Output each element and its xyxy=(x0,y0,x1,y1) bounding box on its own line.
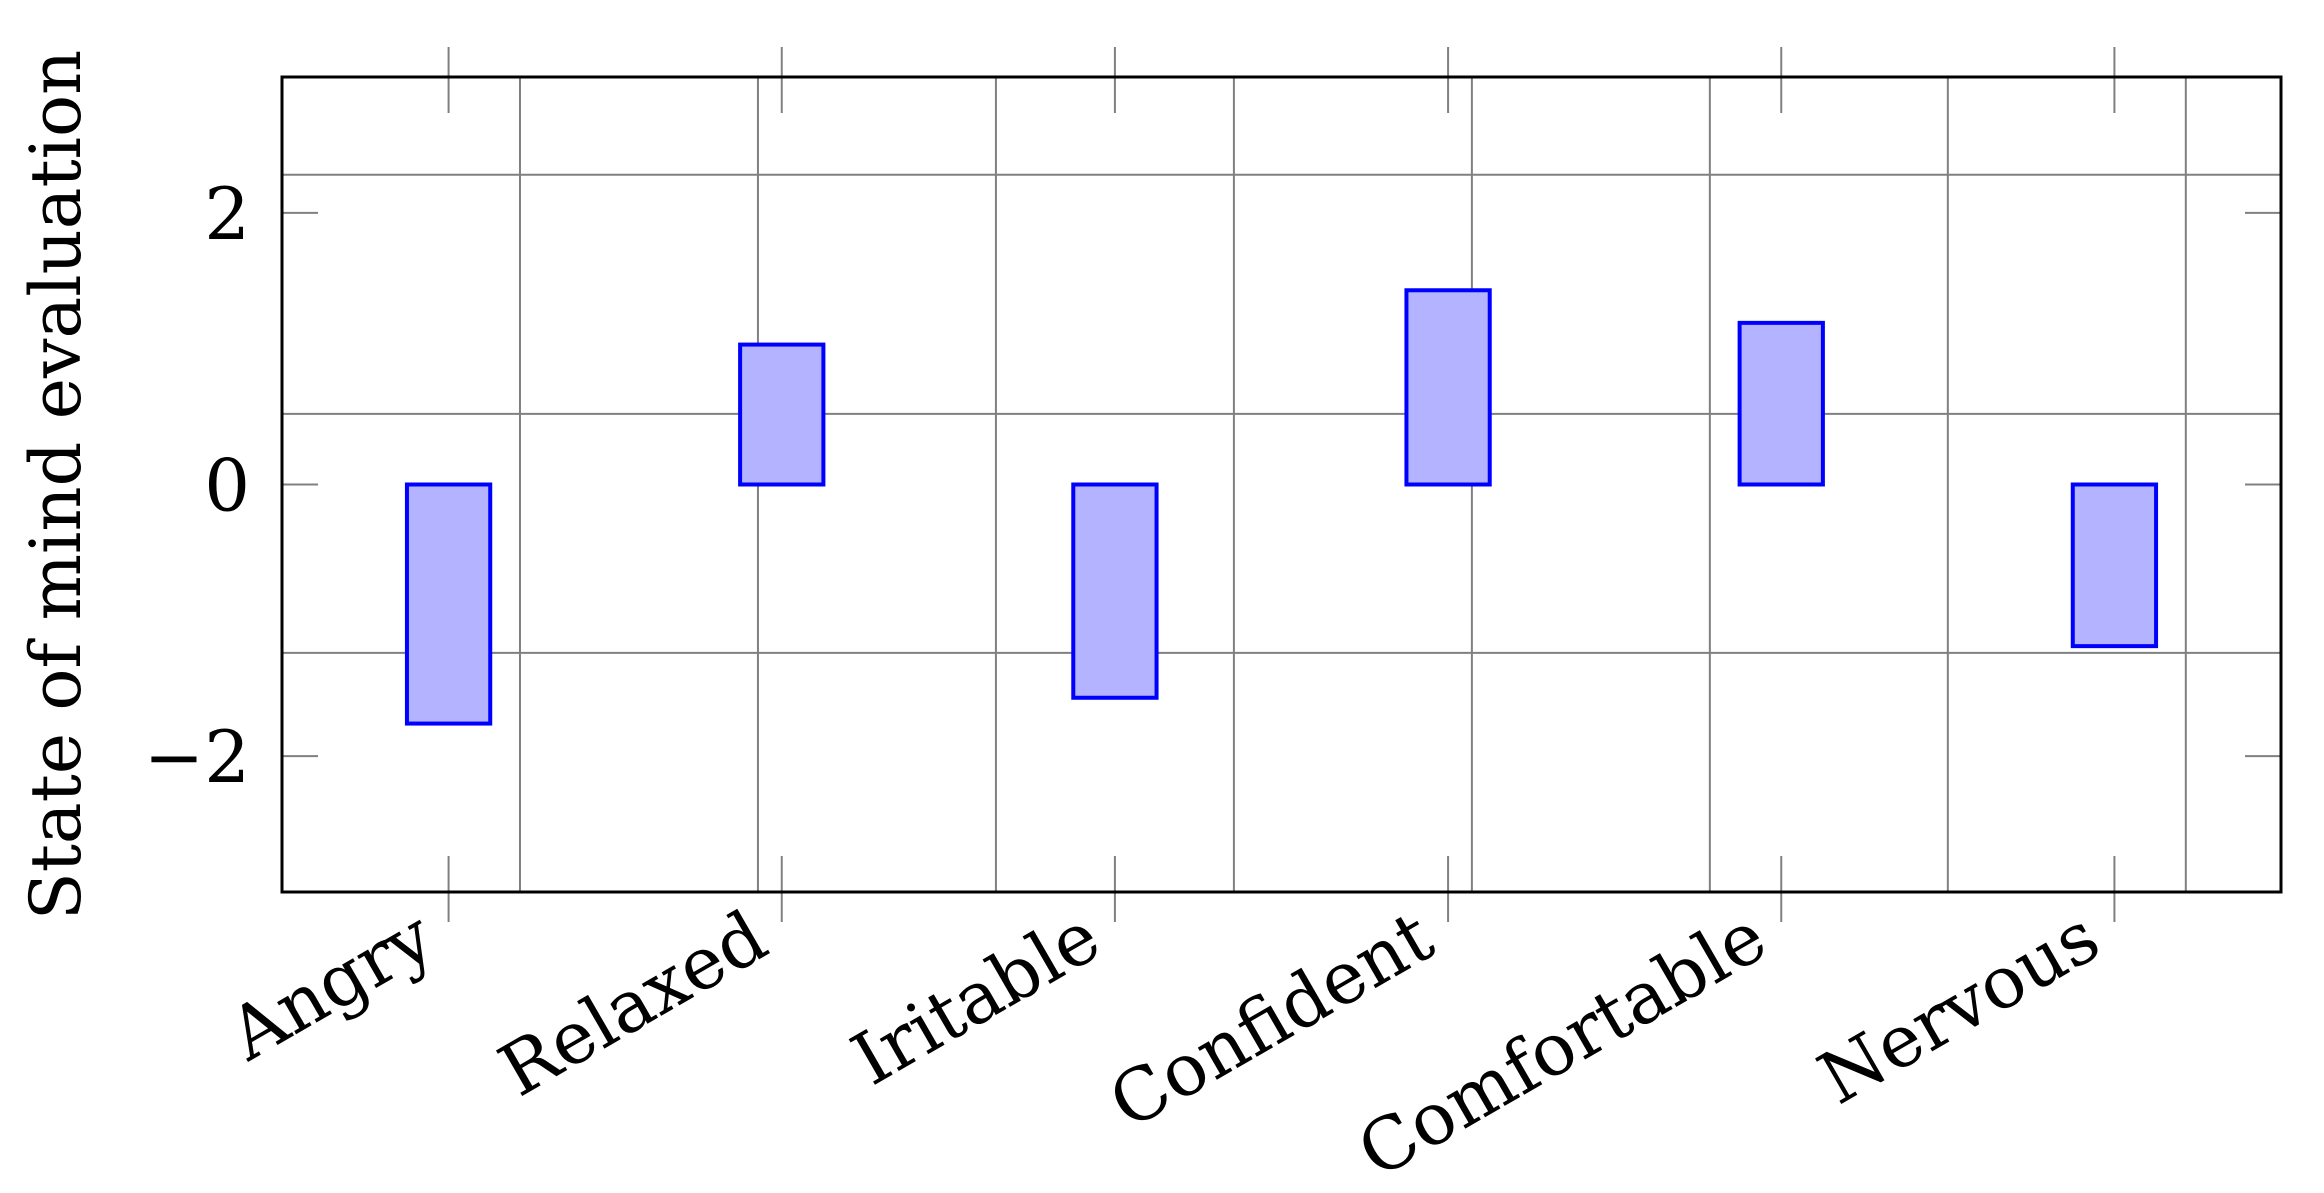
bar-iritable xyxy=(1071,482,1159,700)
grid xyxy=(282,77,2281,892)
ticks xyxy=(282,47,2281,922)
x-tick-label: Angry xyxy=(214,894,447,1077)
bar-confident xyxy=(1404,288,1492,487)
y-tick-labels: −2 0 2 xyxy=(144,172,250,799)
x-tick-labels: Angry Relaxed IritableConfidentComfortable… xyxy=(214,894,2113,1193)
y-tick-label: 2 xyxy=(204,172,250,256)
y-tick-label: 0 xyxy=(204,444,250,528)
bar-comfortable xyxy=(1737,320,1825,487)
y-tick-label: −2 xyxy=(144,715,250,799)
bars xyxy=(404,288,2159,726)
plot-frame xyxy=(280,75,2283,894)
bar-relaxed xyxy=(738,342,826,487)
x-tick-label: Iritable xyxy=(838,894,1113,1101)
x-tick-label: Relaxed xyxy=(485,894,780,1113)
x-tick-label: Nervous xyxy=(1805,894,2113,1120)
bar-angry xyxy=(404,482,493,726)
y-axis-label: State of mind evaluation xyxy=(15,50,97,921)
bar-nervous xyxy=(2070,482,2159,649)
